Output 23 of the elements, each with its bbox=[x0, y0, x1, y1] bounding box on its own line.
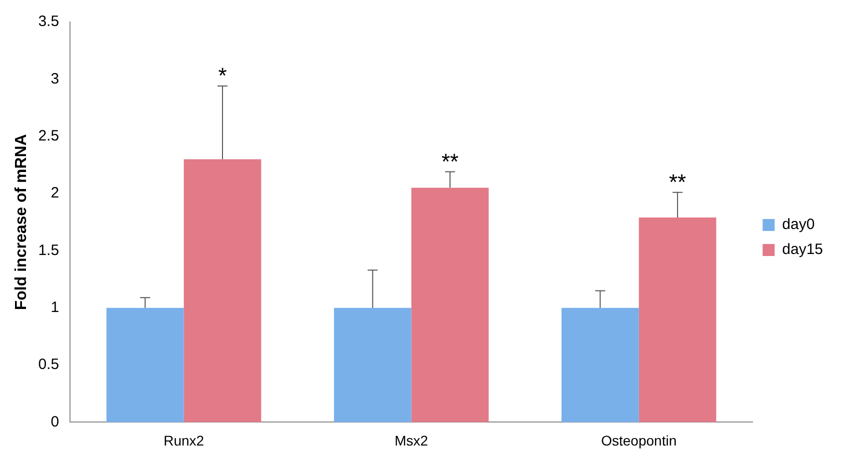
x-tick-label: Osteopontin bbox=[601, 432, 677, 448]
legend-label: day0 bbox=[782, 216, 815, 234]
x-tick-label: Runx2 bbox=[164, 432, 204, 448]
y-tick-label: 3.5 bbox=[38, 13, 60, 30]
y-tick-label: 1 bbox=[50, 299, 60, 316]
x-tick-label: Msx2 bbox=[394, 432, 428, 448]
y-tick-label: 0 bbox=[50, 413, 60, 430]
bar bbox=[411, 188, 489, 422]
bar bbox=[334, 308, 412, 422]
annotation: * bbox=[218, 63, 228, 88]
bar bbox=[184, 159, 262, 422]
y-tick-label: 2.5 bbox=[38, 127, 60, 144]
bar bbox=[562, 308, 639, 422]
y-tick-label: 0.5 bbox=[38, 356, 60, 374]
bar bbox=[638, 218, 716, 422]
y-tick-label: 2 bbox=[50, 184, 60, 202]
y-tick-label: 3 bbox=[50, 70, 60, 88]
annotation: ** bbox=[441, 148, 460, 174]
annotation: ** bbox=[668, 169, 687, 194]
legend-label: day15 bbox=[782, 241, 824, 258]
y-axis-title: Fold increase of mRNA bbox=[13, 134, 30, 310]
y-tick-label: 1.5 bbox=[38, 242, 60, 259]
bar bbox=[106, 308, 184, 422]
